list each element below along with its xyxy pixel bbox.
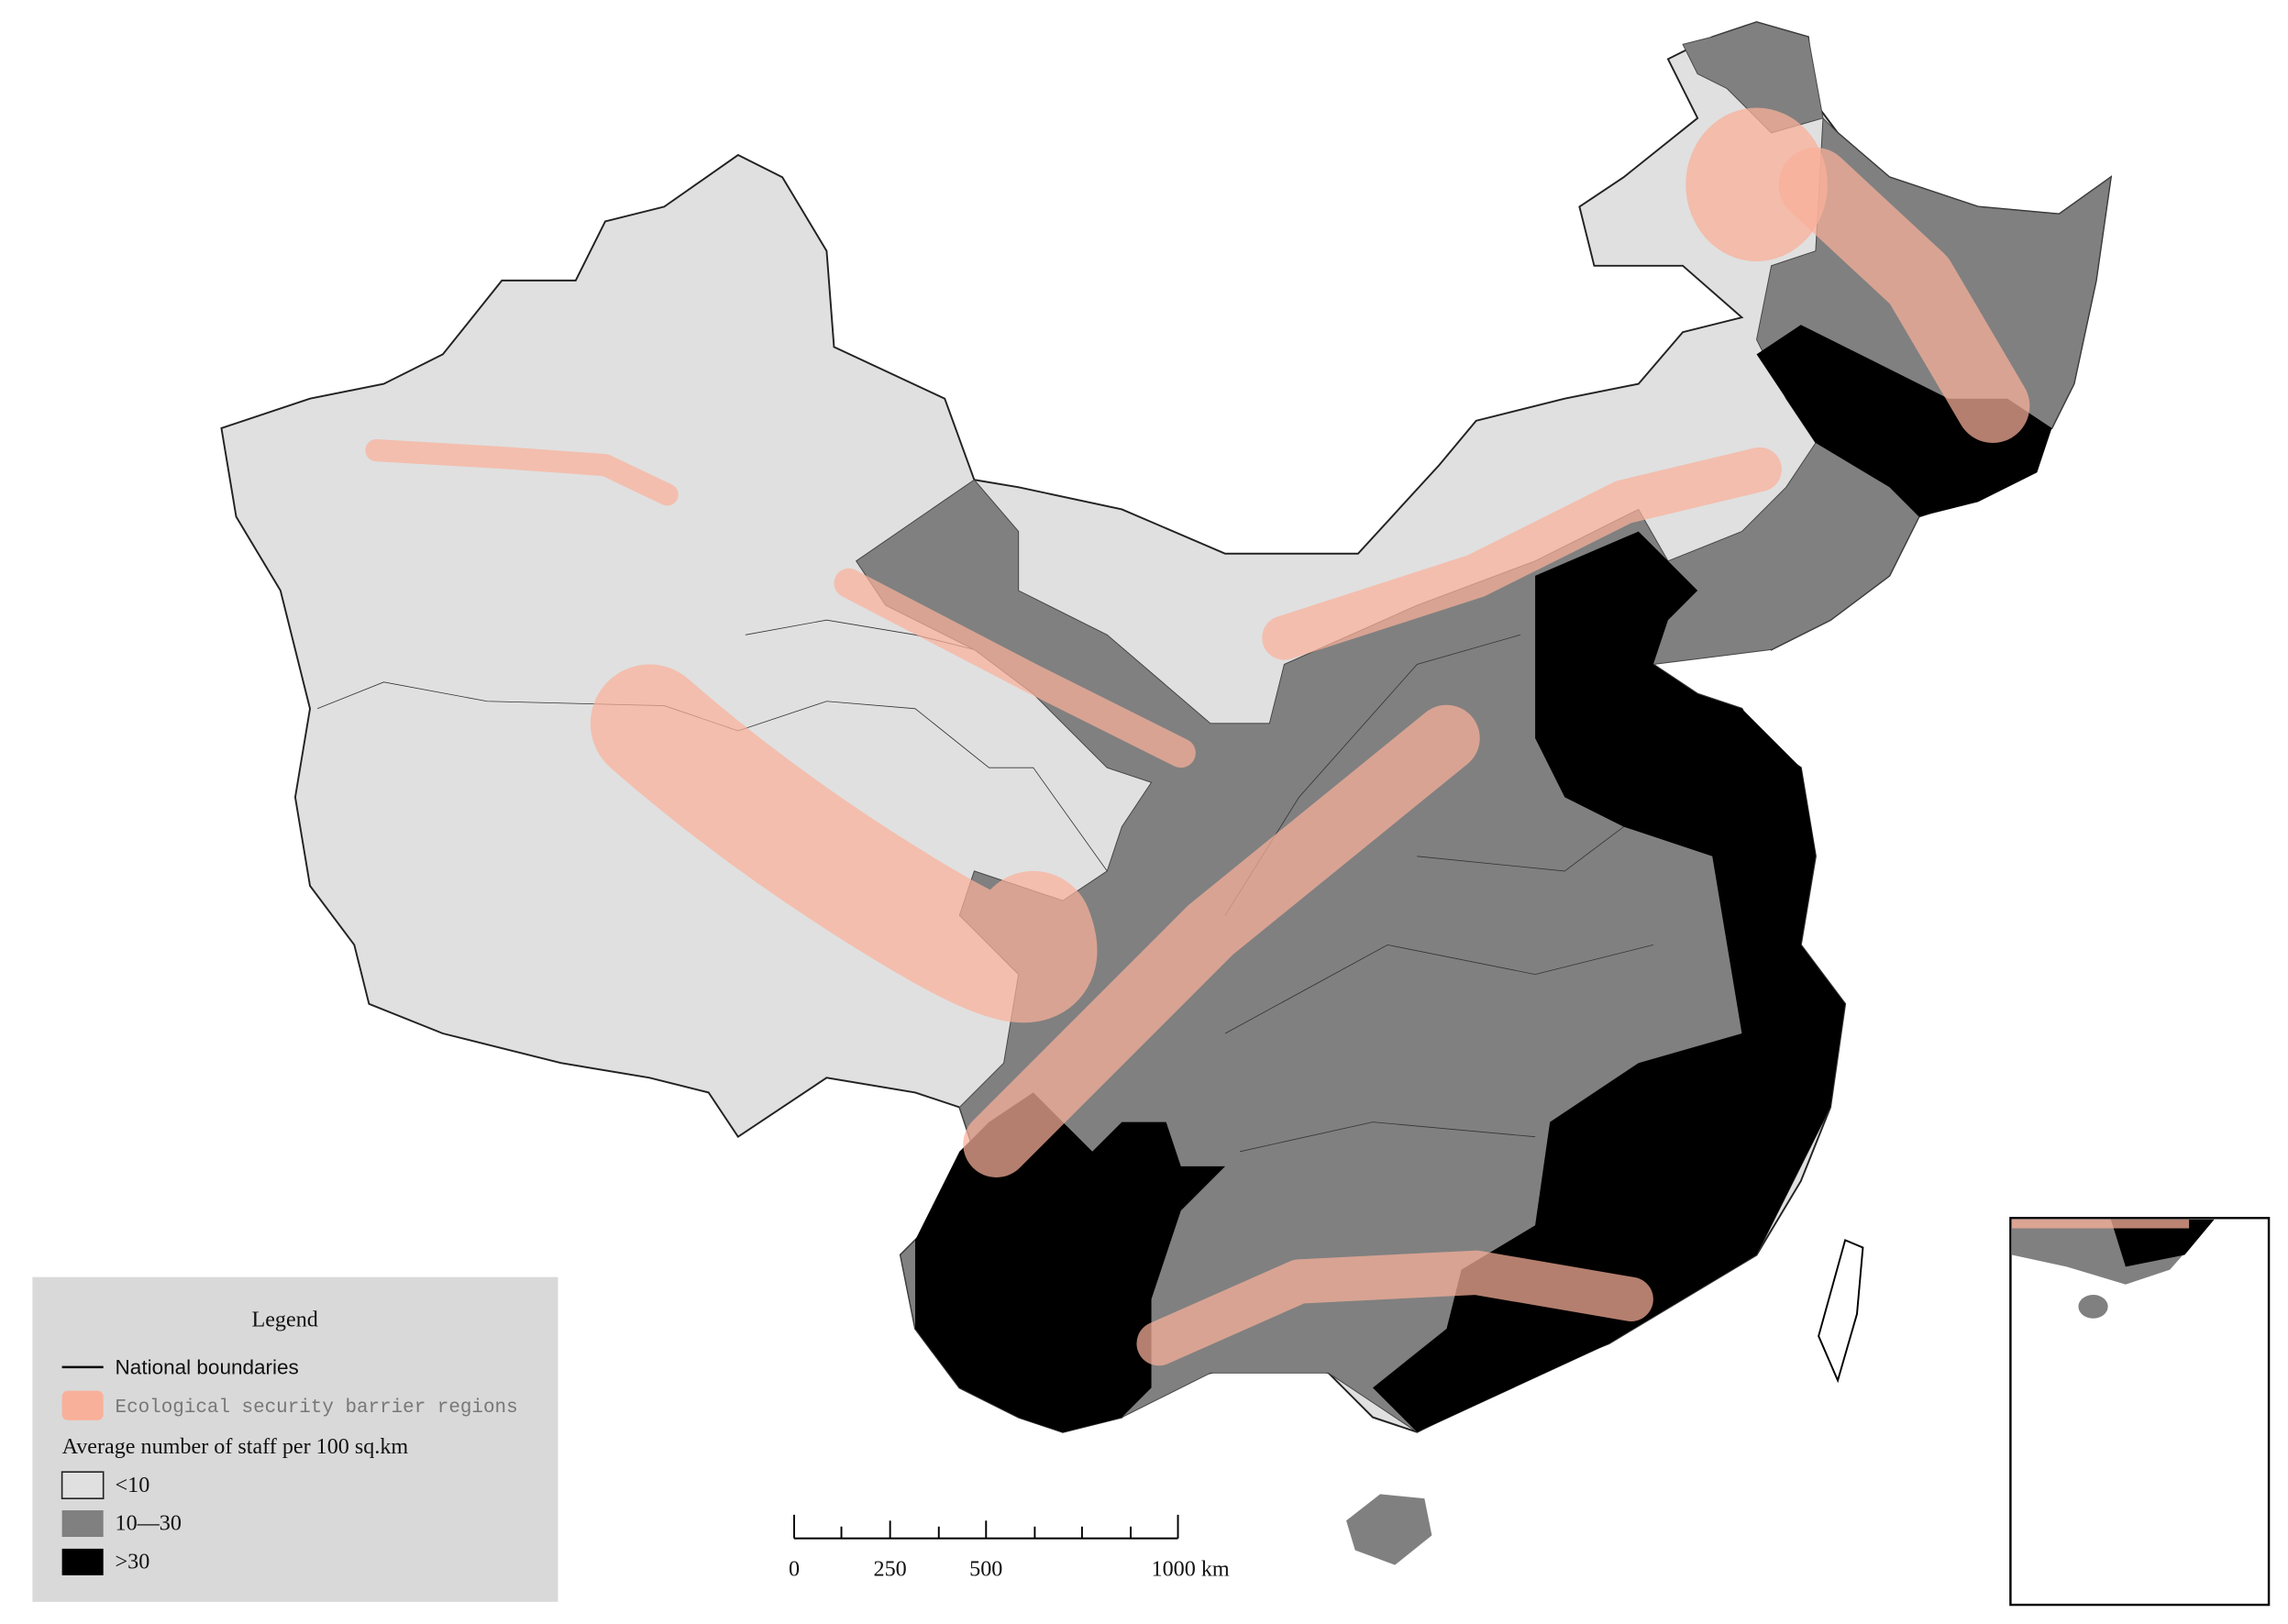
scale-label: 0 <box>789 1557 800 1582</box>
legend-title: Legend <box>251 1307 317 1331</box>
region-high-northeast <box>1756 325 2052 517</box>
legend-label: >30 <box>116 1550 150 1574</box>
scale-bar <box>793 1514 1179 1540</box>
legend-subtitle: Average number of staff per 100 sq.km <box>62 1434 409 1459</box>
legend-swatch <box>61 1510 104 1538</box>
legend: Legend National boundaries Ecological se… <box>32 1276 558 1602</box>
legend-swatch <box>61 1390 104 1420</box>
legend-label: National boundaries <box>116 1355 299 1378</box>
region-high-coast <box>1373 531 1846 1432</box>
hainan <box>1346 1494 1432 1565</box>
taiwan <box>1818 1239 1864 1384</box>
barrier-band <box>1778 148 2030 443</box>
region-mid-north <box>1682 21 1824 134</box>
inset <box>2009 1217 2271 1607</box>
barrier-band <box>365 438 679 506</box>
inset-frame <box>2009 1217 2271 1607</box>
barrier-band <box>1136 1250 1653 1366</box>
ecological-barriers <box>365 107 2030 1366</box>
legend-label: 10—30 <box>116 1511 182 1536</box>
inset-hainan <box>2078 1294 2108 1319</box>
legend-label: Ecological security barrier regions <box>116 1398 518 1419</box>
legend-swatch <box>61 1471 105 1499</box>
legend-label: <10 <box>116 1473 150 1497</box>
barrier-band <box>1262 447 1782 660</box>
inset-land <box>2110 1219 2215 1267</box>
barrier-band <box>590 664 1098 1023</box>
barrier-blob <box>1686 107 1828 261</box>
inset-band <box>2011 1219 2190 1229</box>
barrier-band <box>834 568 1196 768</box>
scale-label: 250 <box>874 1557 907 1582</box>
legend-box <box>32 1276 558 1602</box>
legend-swatch <box>61 1548 104 1575</box>
scale-label: 1000 km <box>1152 1557 1230 1582</box>
scale-label: 500 <box>969 1557 1002 1582</box>
china-map <box>220 21 2113 1565</box>
barrier-band <box>963 704 1480 1177</box>
